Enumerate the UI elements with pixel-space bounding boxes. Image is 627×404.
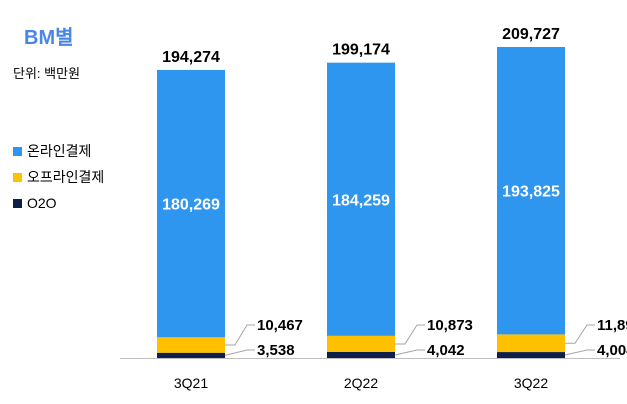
value-label-online-3Q22: 193,825 xyxy=(502,184,560,201)
value-label-o2o-3Q22: 4,004 xyxy=(597,342,627,359)
x-tick-3Q22: 3Q22 xyxy=(514,375,548,391)
legend-swatch-온라인결제 xyxy=(13,147,22,156)
leader-line-o2o-3Q21 xyxy=(224,349,255,356)
bar-O2O-3Q21 xyxy=(157,352,225,358)
value-label-online-2Q22: 184,259 xyxy=(332,192,390,209)
total-label-2Q22: 199,174 xyxy=(332,42,390,59)
legend-swatch-오프라인결제 xyxy=(13,173,22,182)
bar-O2O-2Q22 xyxy=(327,352,395,358)
value-label-offline-3Q21: 10,467 xyxy=(257,317,303,334)
bar-온라인결제-3Q21 xyxy=(157,69,225,338)
bar-오프라인결제-3Q22 xyxy=(497,334,565,353)
value-label-offline-3Q22: 11,898 xyxy=(597,317,627,334)
bar-온라인결제-2Q22 xyxy=(327,62,395,336)
total-label-3Q21: 194,274 xyxy=(162,49,220,66)
leader-line-offline-3Q22 xyxy=(565,324,595,344)
chart-title: BM별 xyxy=(24,26,74,49)
bar-오프라인결제-2Q22 xyxy=(327,335,395,353)
value-label-offline-2Q22: 10,873 xyxy=(427,317,473,334)
value-label-o2o-2Q22: 4,042 xyxy=(427,342,465,359)
leader-line-o2o-3Q22 xyxy=(564,349,595,356)
legend-label-온라인결제: 온라인결제 xyxy=(27,143,91,159)
labels-group: 194,274 180,269 10,467 3,538 3Q21 199,174 184,… xyxy=(162,26,627,391)
bar-O2O-3Q22 xyxy=(497,352,565,358)
bar-오프라인결제-3Q21 xyxy=(157,337,225,353)
x-tick-2Q22: 2Q22 xyxy=(344,375,378,391)
unit-label: 단위: 백만원 xyxy=(13,66,80,81)
bar-온라인결제-3Q22 xyxy=(497,47,565,335)
legend-label-O2O: O2O xyxy=(27,195,57,211)
value-label-online-3Q21: 180,269 xyxy=(162,197,220,214)
bars-group xyxy=(157,47,565,358)
leader-line-o2o-2Q22 xyxy=(394,349,425,356)
legend-swatch-O2O xyxy=(13,199,22,208)
x-tick-3Q21: 3Q21 xyxy=(174,375,208,391)
legend-label-오프라인결제: 오프라인결제 xyxy=(27,169,104,185)
value-label-o2o-3Q21: 3,538 xyxy=(257,342,295,359)
total-label-3Q22: 209,727 xyxy=(502,26,560,43)
leader-line-offline-3Q21 xyxy=(225,324,255,346)
leader-line-offline-2Q22 xyxy=(395,324,425,345)
